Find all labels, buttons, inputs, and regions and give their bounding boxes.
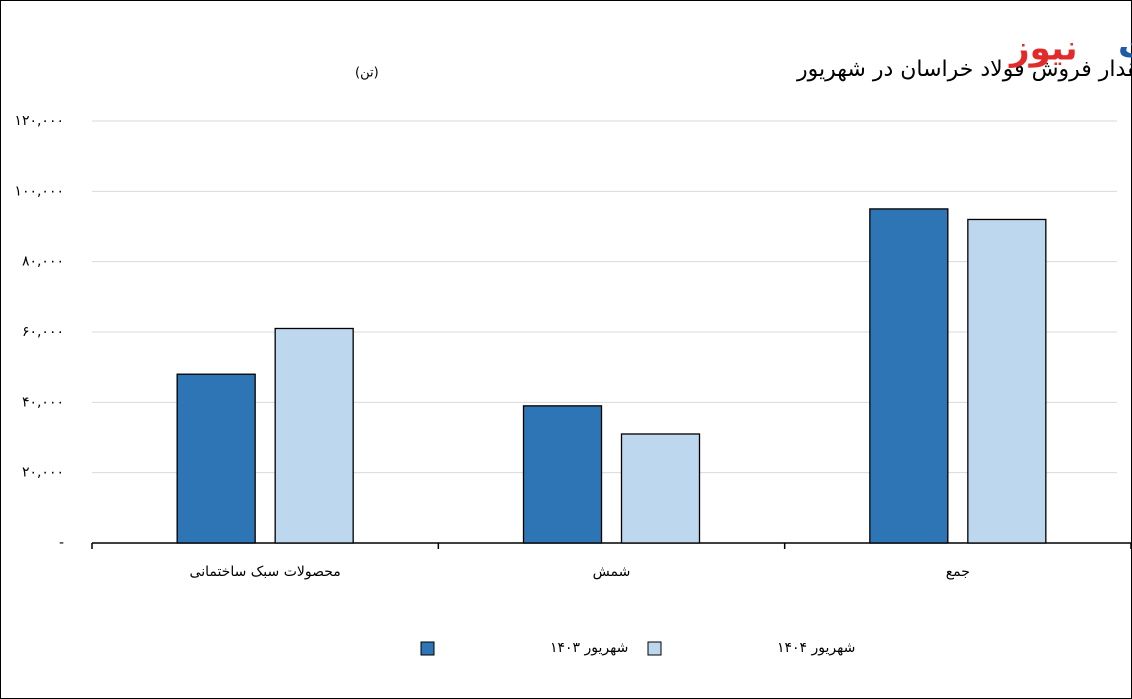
logo-second: نیوز: [1008, 29, 1078, 69]
legend-swatch: [420, 641, 435, 656]
y-tick-label: ۱۰۰,۰۰۰: [14, 183, 64, 199]
legend-label: شهریور ۱۴۰۴: [777, 640, 855, 656]
chart-title: مقدار فروش فولاد خراسان در شهریور: [796, 57, 1132, 82]
bar: [869, 208, 949, 544]
legend-swatch: [647, 641, 662, 656]
y-tick-label: ۴۰,۰۰۰: [22, 394, 64, 410]
chart-unit: (تن): [355, 66, 379, 81]
x-tick-label: جمع: [946, 564, 970, 580]
y-tick-label: ۶۰,۰۰۰: [22, 324, 64, 340]
y-tick-label: ۸۰,۰۰۰: [22, 254, 64, 270]
x-tick-label: شمش: [593, 564, 631, 580]
logo-first: تجارت: [1118, 27, 1132, 67]
y-tick-label: ۱۲۰,۰۰۰: [14, 113, 64, 129]
bar: [967, 218, 1047, 544]
y-tick-label: ۲۰,۰۰۰: [22, 465, 64, 481]
y-tick-label: -: [59, 535, 64, 551]
x-tick-label: محصولات سبک ساختمانی: [190, 564, 341, 580]
legend-label: شهریور ۱۴۰۳: [550, 640, 628, 656]
bar: [176, 373, 256, 544]
bar: [620, 433, 701, 544]
bar: [522, 405, 603, 544]
bar: [274, 327, 354, 544]
